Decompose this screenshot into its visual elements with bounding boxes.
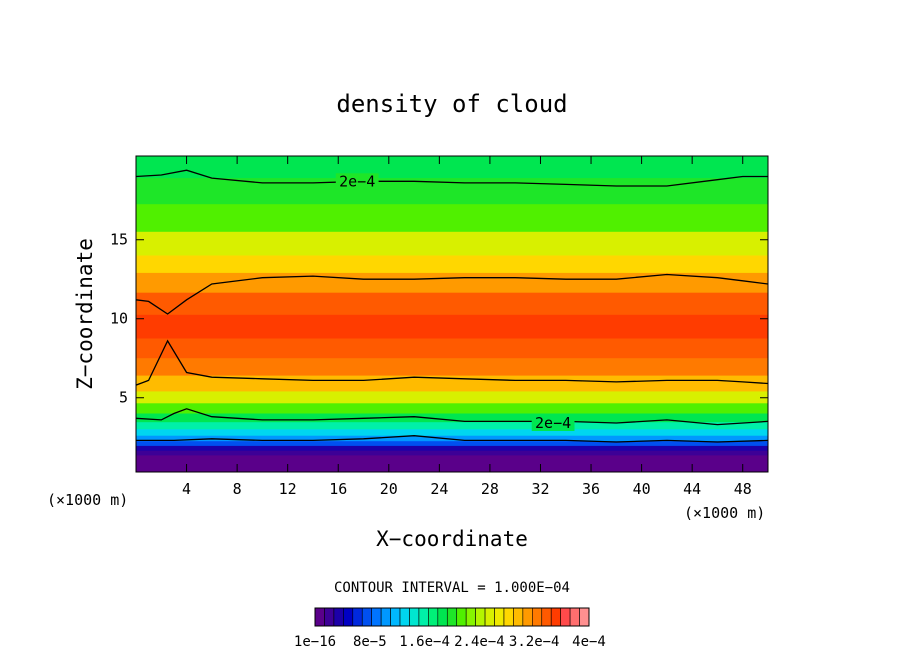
colorbar-swatch (343, 607, 354, 627)
contour-line (136, 169, 768, 187)
colorbar-frame (314, 607, 590, 627)
colorbar-swatch (352, 607, 363, 627)
colorbar-swatch (428, 607, 439, 627)
x-tick-label: 36 (582, 480, 600, 498)
color-band (136, 314, 768, 340)
y-tick-label: 5 (119, 389, 128, 407)
color-bands (136, 156, 768, 472)
color-band (136, 450, 768, 457)
colorbar-swatch (409, 607, 420, 627)
color-band (136, 455, 768, 472)
plot-area (136, 156, 768, 472)
color-band (136, 204, 768, 233)
y-axis-unit: (×1000 m) (47, 491, 128, 509)
colorbar-swatch (484, 607, 495, 627)
contour-label: 2e−4 (535, 414, 571, 432)
color-band (136, 292, 768, 316)
colorbar-swatch (314, 607, 325, 627)
colorbar-tick-label: 1.6e−4 (399, 634, 450, 650)
chart-title: density of cloud (336, 90, 567, 118)
colorbar-swatch (475, 607, 486, 627)
contour-labels: 2e−4 2e−4 (335, 172, 575, 432)
colorbar-swatch (380, 607, 391, 627)
colorbar-tick-label: 3.2e−4 (509, 634, 560, 650)
colorbar-swatch (333, 607, 344, 627)
x-tick-label: 16 (329, 480, 347, 498)
color-band (136, 358, 768, 377)
colorbar-swatch (418, 607, 429, 627)
color-band (136, 422, 768, 431)
colorbar-swatch (541, 607, 552, 627)
colorbar-swatch (399, 607, 410, 627)
colorbar-tick-label: 1e−16 (294, 634, 336, 650)
colorbar-swatch (371, 607, 382, 627)
color-band (136, 441, 768, 447)
colorbar-tick-label: 8e−5 (353, 634, 387, 650)
x-tick-label: 48 (734, 480, 752, 498)
colorbar-tick-label: 2.4e−4 (454, 634, 505, 650)
colorbar-tick-label: 4e−4 (572, 634, 606, 650)
contour-line (136, 435, 768, 443)
color-band (136, 391, 768, 404)
contour-lines (136, 169, 768, 443)
contour-line (136, 408, 768, 426)
x-axis-label: X−coordinate (376, 527, 528, 551)
x-tick-label: 24 (430, 480, 448, 498)
x-tick-label: 20 (380, 480, 398, 498)
colorbar-tick-labels: 1e−16 8e−5 1.6e−4 2.4e−4 3.2e−4 4e−4 (294, 634, 606, 650)
colorbar-swatch (579, 607, 590, 627)
x-tick-label: 8 (233, 480, 242, 498)
plot-frame (135, 155, 769, 473)
colorbar-swatch (569, 607, 580, 627)
y-axis-label: Z−coordinate (73, 238, 97, 390)
x-tick-label: 4 (182, 480, 191, 498)
x-tick-label: 28 (481, 480, 499, 498)
color-band (136, 255, 768, 274)
contour-label-background (531, 415, 575, 431)
x-tick-label: 12 (279, 480, 297, 498)
colorbar-swatch (503, 607, 514, 627)
contour-interval-label: CONTOUR INTERVAL = 1.000E−04 (334, 580, 570, 596)
colorbar-swatch (361, 607, 372, 627)
colorbar-swatch (390, 607, 401, 627)
colorbar-swatch (550, 607, 561, 627)
colorbar-swatch (324, 607, 335, 627)
x-axis-unit: (×1000 m) (684, 504, 765, 522)
colorbar-swatch (465, 607, 476, 627)
x-axis-ticks: 4 8 12 16 20 24 28 32 36 40 44 48 (182, 156, 752, 498)
contour-label: 2e−4 (339, 172, 375, 190)
color-band (136, 156, 768, 179)
x-tick-label: 32 (531, 480, 549, 498)
color-band (136, 445, 768, 452)
colorbar-swatch (456, 607, 467, 627)
x-tick-label: 44 (683, 480, 701, 498)
colorbar-swatch (532, 607, 543, 627)
contour-line (136, 339, 768, 386)
colorbar-swatch (446, 607, 458, 627)
color-band (136, 413, 768, 423)
colorbar (314, 607, 590, 627)
colorbar-swatch (560, 607, 571, 627)
color-band (136, 338, 768, 360)
colorbar-swatch (522, 607, 533, 627)
contour-label-background (335, 173, 379, 190)
y-tick-label: 10 (110, 310, 128, 328)
colorbar-swatch (494, 607, 505, 627)
color-band (136, 272, 768, 294)
x-tick-label: 40 (633, 480, 651, 498)
y-axis-ticks: 5 10 15 (110, 231, 768, 407)
color-band (136, 231, 768, 257)
colorbar-swatch (437, 607, 448, 627)
contour-line (136, 273, 768, 315)
color-band (136, 403, 768, 415)
colorbar-swatch (513, 607, 524, 627)
y-tick-label: 15 (110, 231, 128, 249)
color-band (136, 429, 768, 437)
